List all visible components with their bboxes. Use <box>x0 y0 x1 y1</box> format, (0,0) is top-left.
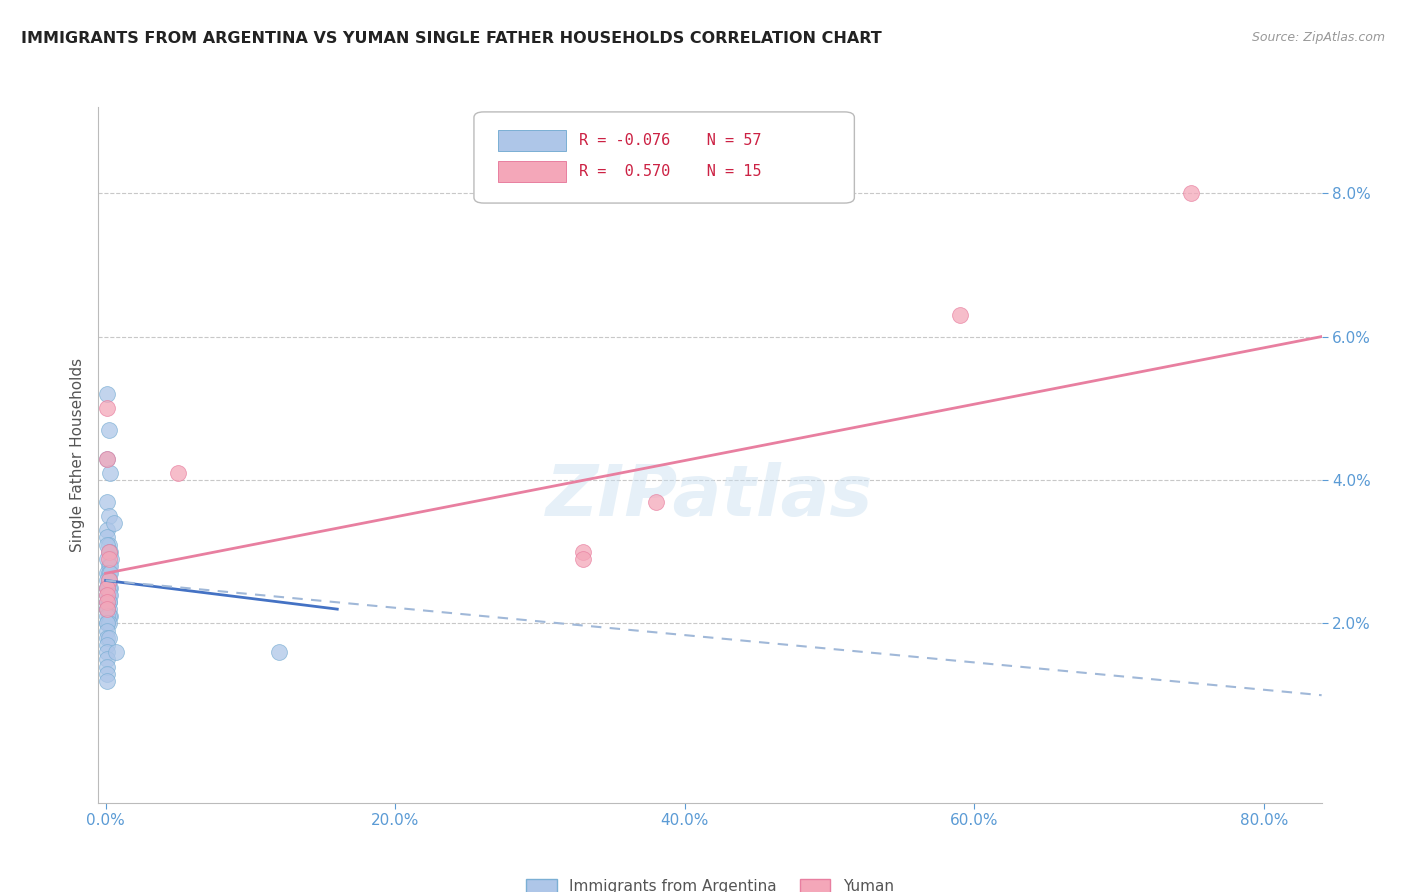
Point <box>104 645 127 659</box>
Point <box>96 451 118 466</box>
Point <box>96 602 118 616</box>
Point <box>96 602 118 616</box>
Point <box>97 423 120 437</box>
Point <box>98 581 121 595</box>
Point <box>97 574 120 588</box>
Point <box>97 538 120 552</box>
Point <box>97 508 120 523</box>
Point <box>96 552 118 566</box>
Point <box>96 595 118 609</box>
Point <box>96 616 118 631</box>
Point <box>97 574 120 588</box>
Point <box>98 466 121 480</box>
Point <box>96 631 118 645</box>
Point <box>97 616 120 631</box>
Point <box>97 552 120 566</box>
Point <box>96 602 118 616</box>
Point <box>96 401 118 416</box>
Point <box>97 545 120 559</box>
FancyBboxPatch shape <box>474 112 855 203</box>
Point <box>97 631 120 645</box>
Point <box>96 387 118 401</box>
Point <box>97 595 120 609</box>
Point <box>572 545 595 559</box>
Point <box>949 308 972 322</box>
Point <box>97 595 120 609</box>
Point <box>98 609 121 624</box>
Point <box>96 574 118 588</box>
Point <box>97 581 120 595</box>
Point <box>96 566 118 581</box>
Point <box>97 609 120 624</box>
Text: IMMIGRANTS FROM ARGENTINA VS YUMAN SINGLE FATHER HOUSEHOLDS CORRELATION CHART: IMMIGRANTS FROM ARGENTINA VS YUMAN SINGL… <box>21 31 882 46</box>
Text: ZIPatlas: ZIPatlas <box>547 462 873 531</box>
Point <box>96 638 118 652</box>
Point <box>96 624 118 638</box>
Point <box>97 545 120 559</box>
Point <box>96 645 118 659</box>
Point <box>96 523 118 537</box>
Point <box>96 581 118 595</box>
Point <box>97 588 120 602</box>
Point <box>96 588 118 602</box>
Text: Source: ZipAtlas.com: Source: ZipAtlas.com <box>1251 31 1385 45</box>
Point <box>96 602 118 616</box>
Point <box>98 545 121 559</box>
Point <box>98 559 121 574</box>
Point <box>96 666 118 681</box>
Point <box>97 574 120 588</box>
Point <box>96 530 118 544</box>
Legend: Immigrants from Argentina, Yuman: Immigrants from Argentina, Yuman <box>520 873 900 892</box>
Point <box>269 645 291 659</box>
Bar <box>498 130 565 151</box>
Point <box>644 494 666 508</box>
Point <box>96 659 118 673</box>
Point <box>96 581 118 595</box>
Point <box>97 559 120 574</box>
Point <box>96 616 118 631</box>
Point <box>97 602 120 616</box>
Point <box>167 466 190 480</box>
Point <box>96 451 118 466</box>
Bar <box>498 161 565 182</box>
Point <box>98 566 121 581</box>
Point <box>96 494 118 508</box>
Point <box>96 588 118 602</box>
Point <box>96 602 118 616</box>
Text: R = -0.076    N = 57: R = -0.076 N = 57 <box>579 133 762 148</box>
Point <box>1180 186 1202 200</box>
Point <box>103 516 125 530</box>
Point <box>96 538 118 552</box>
Point <box>96 609 118 624</box>
Point <box>96 581 118 595</box>
Point <box>96 652 118 666</box>
Point <box>96 595 118 609</box>
Point <box>100 552 122 566</box>
Point <box>96 673 118 688</box>
Point <box>96 581 118 595</box>
Point <box>572 552 595 566</box>
Y-axis label: Single Father Households: Single Father Households <box>69 358 84 552</box>
Text: R =  0.570    N = 15: R = 0.570 N = 15 <box>579 164 762 179</box>
Point <box>97 566 120 581</box>
Point <box>98 588 121 602</box>
Point <box>96 595 118 609</box>
